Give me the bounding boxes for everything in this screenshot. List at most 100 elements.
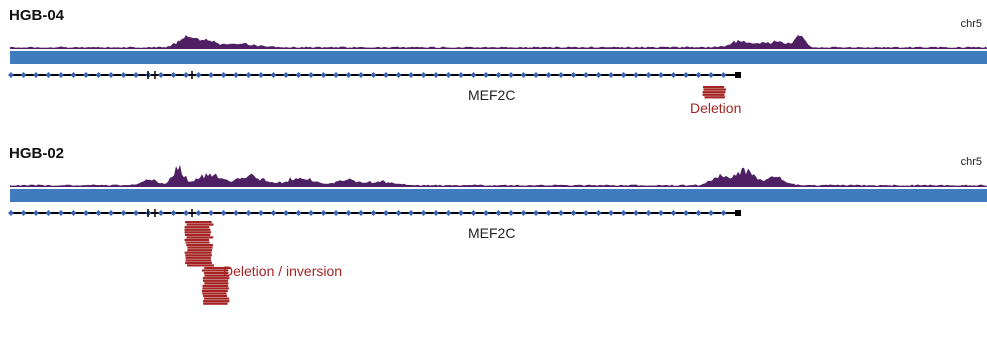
chromosome-bar (10, 189, 987, 202)
exon-marker (570, 210, 577, 216)
event-label: Deletion (690, 100, 742, 116)
exon-marker (120, 72, 127, 78)
read-segment (203, 272, 229, 275)
coverage-profile (10, 164, 987, 187)
exon-marker (708, 210, 714, 216)
exon-marker (358, 72, 364, 78)
exon-marker (58, 210, 64, 216)
track-panel-hgb-04: HGB-04 chr5 MEF2C Deletion (0, 0, 987, 130)
exon-marker (458, 72, 464, 78)
exon-marker (383, 210, 389, 216)
exon-marker (470, 210, 477, 216)
read-segment (702, 93, 725, 96)
exon-marker (108, 210, 114, 216)
exon-marker (645, 72, 652, 78)
exon-marker (620, 72, 627, 78)
track-panel-hgb-02: HGB-02 chr5 MEF2C Deletion / inversion (0, 138, 987, 354)
exon-marker (20, 210, 27, 216)
read-segment (204, 274, 229, 277)
exon-marker (558, 72, 564, 78)
exon-marker (208, 72, 214, 78)
chromosome-bar (10, 51, 987, 64)
exon-marker (595, 210, 602, 216)
exon-marker (608, 72, 614, 78)
read-segment (204, 266, 231, 270)
read-segment (184, 251, 212, 254)
exon-marker (45, 210, 52, 216)
exon-marker (295, 72, 302, 78)
exon-marker (283, 72, 289, 78)
exon-marker (633, 72, 639, 78)
exon-marker (33, 72, 39, 78)
exon-marker (645, 210, 652, 216)
read-segment (184, 231, 211, 234)
exon-marker (708, 72, 714, 78)
exon-marker (33, 210, 39, 216)
exon-marker (633, 210, 639, 216)
exon-marker (545, 72, 552, 78)
exon-marker (670, 72, 677, 78)
exon-marker (595, 72, 602, 78)
exon-marker (408, 72, 414, 78)
exon-marker (695, 72, 702, 78)
exon-marker (195, 72, 202, 78)
read-segment (185, 256, 211, 259)
exon-marker (395, 210, 402, 216)
exon-marker (483, 210, 489, 216)
exon-marker (520, 72, 527, 78)
exon-marker (533, 72, 539, 78)
read-segment (187, 246, 213, 249)
read-segment (202, 284, 229, 287)
exon-marker (658, 72, 664, 78)
read-segment (185, 261, 212, 264)
exon-marker (83, 210, 89, 216)
exon-marker (720, 210, 727, 216)
exon-marker (283, 210, 289, 216)
exon-marker (345, 210, 352, 216)
deletion-reads (702, 86, 726, 99)
exon-marker (95, 72, 102, 78)
exon-marker (370, 72, 377, 78)
track-svg (8, 35, 987, 99)
read-segment (203, 279, 228, 282)
read-segment (703, 88, 726, 91)
deletion-inversion-reads (184, 221, 231, 305)
exon-marker (470, 72, 477, 78)
read-segment (203, 302, 228, 305)
exon-marker (8, 210, 14, 216)
read-segment (186, 223, 214, 226)
read-segment (702, 91, 726, 94)
read-segment (186, 236, 214, 239)
exon-marker (295, 210, 302, 216)
track-svg (8, 164, 987, 305)
exon-marker (70, 72, 77, 78)
gene-model (8, 71, 741, 79)
gene-model (8, 209, 741, 217)
exon-marker (233, 72, 239, 78)
exon-marker (720, 72, 727, 78)
exon-marker (70, 210, 77, 216)
read-segment (704, 96, 725, 99)
read-segment (184, 233, 211, 236)
exon-marker (183, 72, 189, 78)
exon-marker (495, 210, 502, 216)
read-segment (185, 221, 212, 224)
read-segment (202, 269, 229, 272)
exon-marker (608, 210, 614, 216)
read-segment (202, 287, 229, 290)
exon-marker (358, 210, 364, 216)
exon-marker (695, 210, 702, 216)
exon-marker (508, 72, 514, 78)
exon-marker (658, 210, 664, 216)
exon-marker (583, 210, 589, 216)
exon-marker (20, 72, 27, 78)
read-segment (187, 264, 214, 267)
read-segment (184, 228, 211, 231)
exon-marker (508, 210, 514, 216)
exon-marker (445, 210, 452, 216)
coverage-track (10, 35, 987, 49)
exon-marker (8, 72, 14, 78)
read-segment (184, 226, 210, 229)
sample-label: HGB-04 (9, 7, 65, 24)
event-label: Deletion / inversion (223, 263, 343, 279)
